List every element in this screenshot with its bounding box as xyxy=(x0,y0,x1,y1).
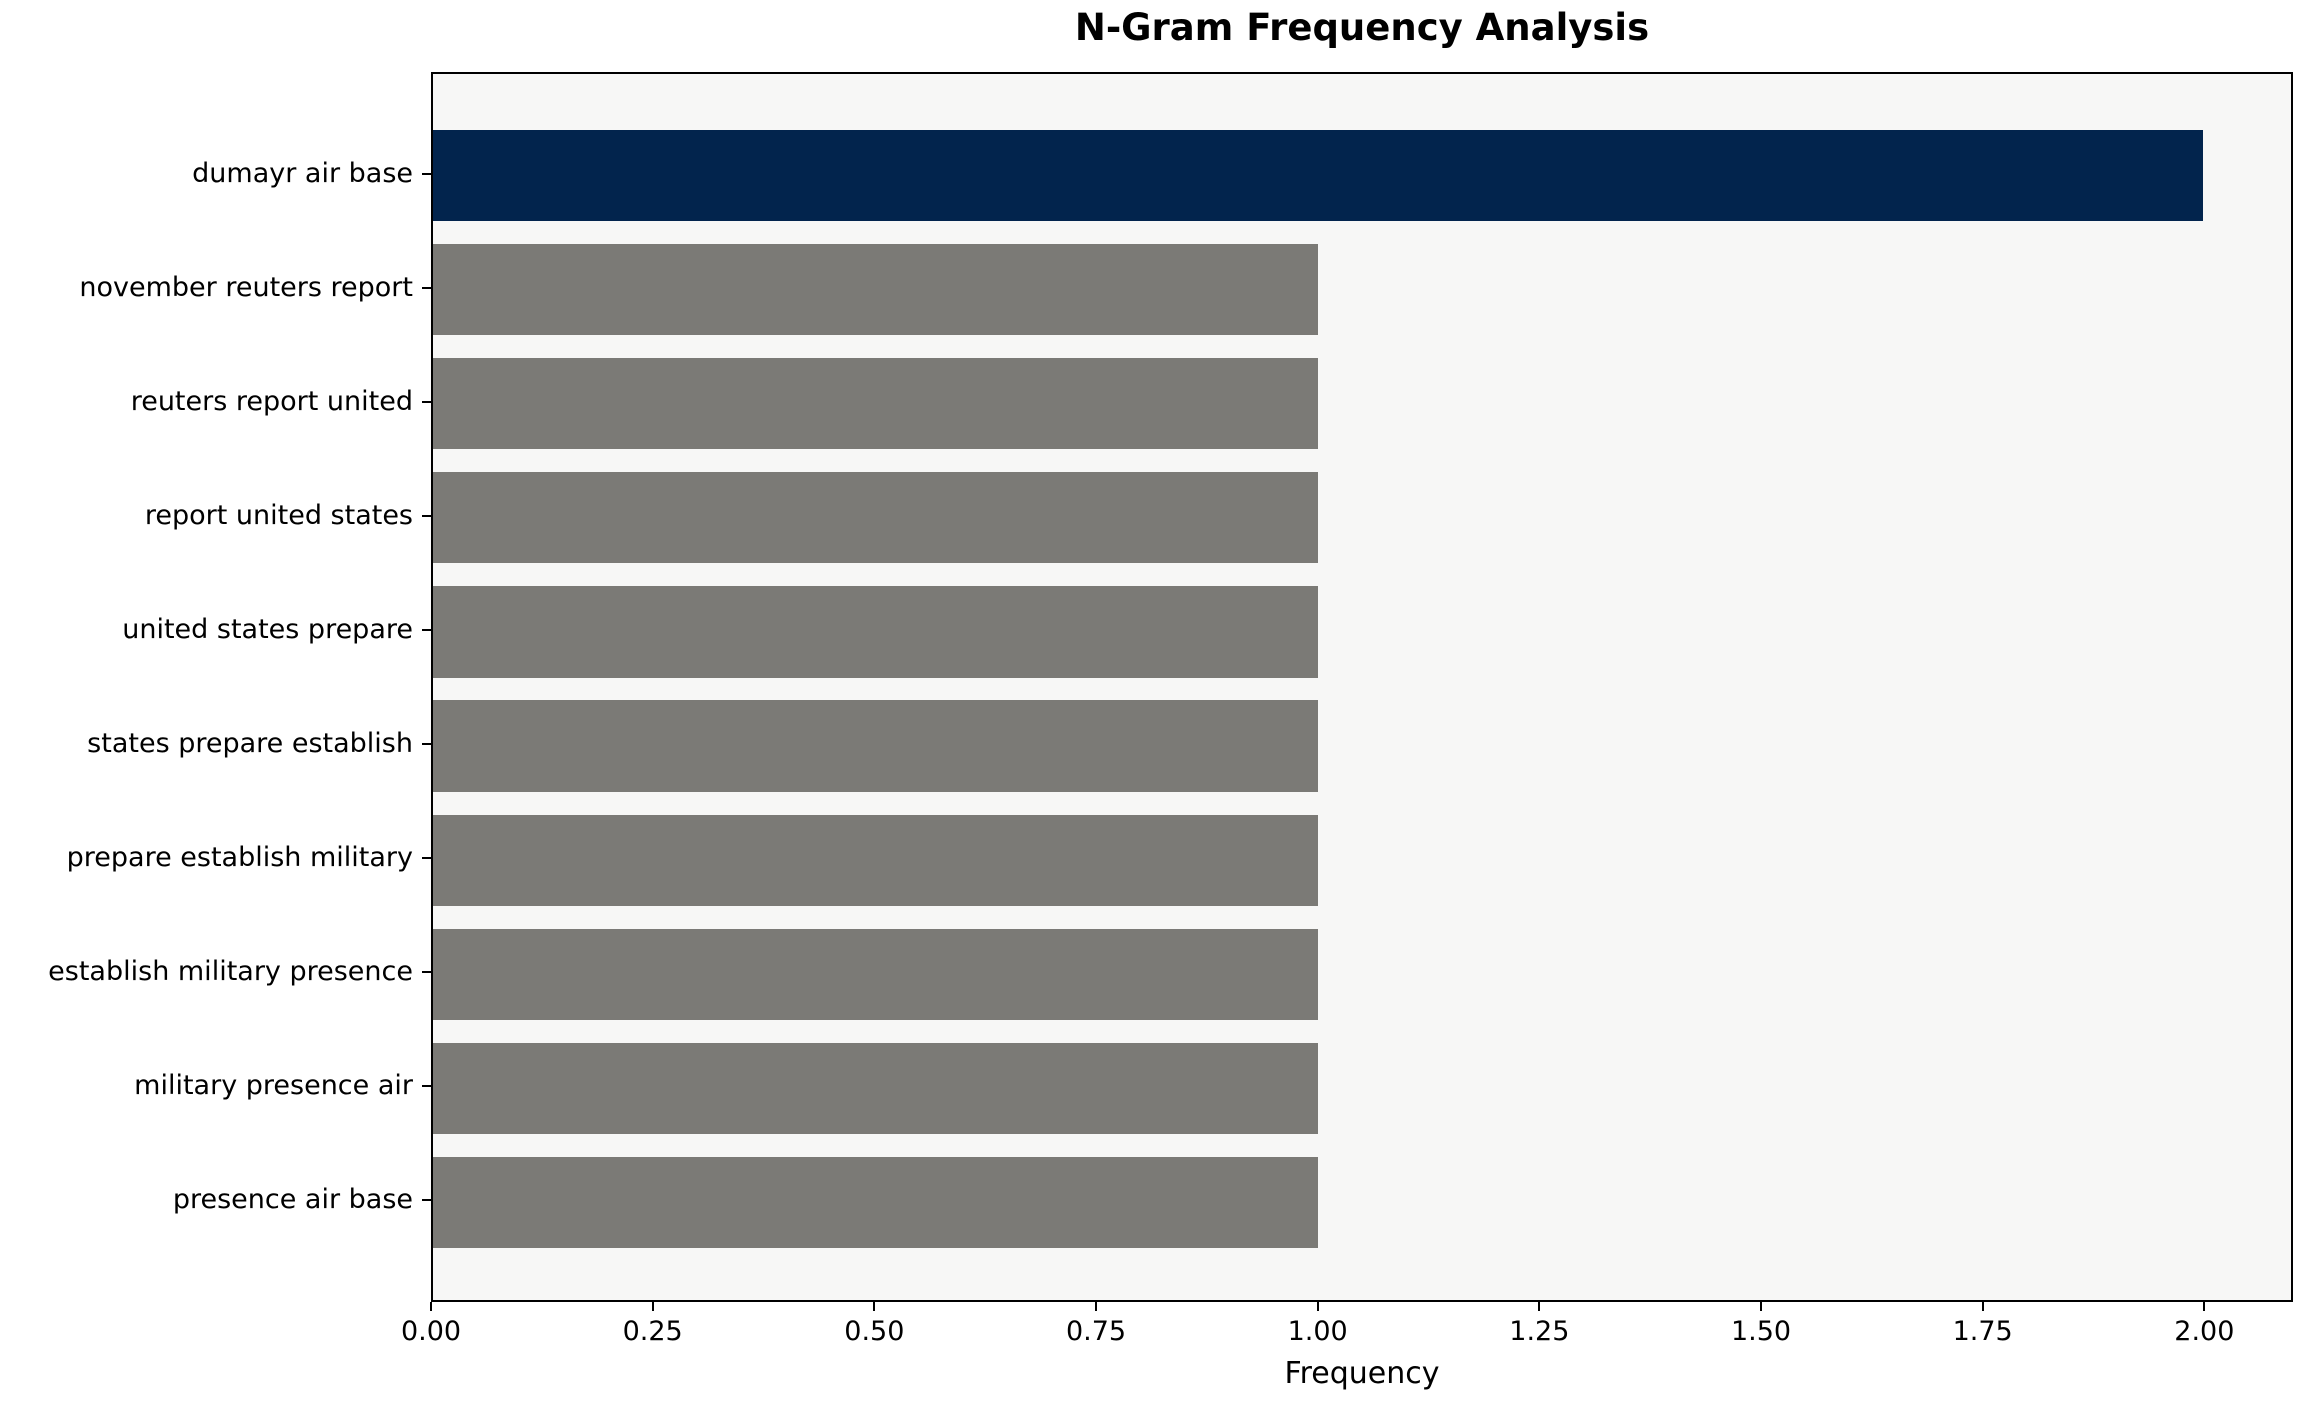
bar xyxy=(433,472,1318,564)
y-tick xyxy=(422,743,431,746)
y-tick xyxy=(422,286,431,289)
bar xyxy=(433,358,1318,450)
bar xyxy=(433,814,1318,906)
y-tick-label: prepare establish military xyxy=(66,842,413,874)
bar xyxy=(433,586,1318,678)
y-tick-label: report united states xyxy=(144,499,413,531)
bar xyxy=(433,129,2203,222)
x-tick xyxy=(873,1302,876,1311)
y-tick-label: states prepare establish xyxy=(87,728,413,760)
y-tick xyxy=(422,1199,431,1202)
y-tick xyxy=(422,857,431,860)
x-tick-label: 1.50 xyxy=(1730,1316,1792,1347)
y-tick-label: reuters report united xyxy=(130,385,413,417)
x-tick-label: 0.00 xyxy=(400,1316,462,1347)
y-tick xyxy=(422,400,431,403)
plot-area xyxy=(431,72,2293,1302)
x-tick xyxy=(1538,1302,1541,1311)
bar xyxy=(433,928,1318,1020)
bar xyxy=(433,1042,1318,1134)
y-tick-label: november reuters report xyxy=(79,271,413,303)
bar xyxy=(433,244,1318,336)
x-tick-label: 0.75 xyxy=(1065,1316,1127,1347)
x-tick xyxy=(2203,1302,2206,1311)
x-tick-label: 1.00 xyxy=(1287,1316,1348,1347)
x-tick-label: 1.25 xyxy=(1509,1316,1570,1347)
y-tick xyxy=(422,1085,431,1088)
bar xyxy=(433,1156,1318,1249)
y-tick-label: dumayr air base xyxy=(192,157,413,189)
y-tick xyxy=(422,628,431,631)
x-tick xyxy=(1095,1302,1097,1311)
x-tick xyxy=(430,1302,432,1311)
y-tick xyxy=(422,514,431,517)
x-tick-label: 1.75 xyxy=(1952,1316,2013,1347)
y-axis-labels: dumayr air base november reuters report re… xyxy=(0,72,413,1302)
y-tick xyxy=(422,172,431,175)
chart-title: N-Gram Frequency Analysis xyxy=(1074,6,1650,49)
x-tick-label: 0.25 xyxy=(622,1316,683,1347)
y-tick-label: united states prepare xyxy=(122,613,413,645)
x-tick xyxy=(651,1302,654,1311)
y-tick-label: presence air base xyxy=(172,1184,413,1216)
x-tick-label: 0.50 xyxy=(844,1316,905,1347)
x-tick-label: 2.00 xyxy=(2174,1316,2235,1347)
y-tick xyxy=(422,971,431,974)
x-tick xyxy=(1760,1302,1762,1311)
y-tick-label: establish military presence xyxy=(48,956,413,988)
y-tick-label: military presence air xyxy=(134,1070,413,1102)
bar xyxy=(433,700,1318,792)
x-axis-label: Frequency xyxy=(1284,1356,1440,1391)
x-tick xyxy=(1981,1302,1984,1311)
x-tick xyxy=(1316,1302,1319,1311)
